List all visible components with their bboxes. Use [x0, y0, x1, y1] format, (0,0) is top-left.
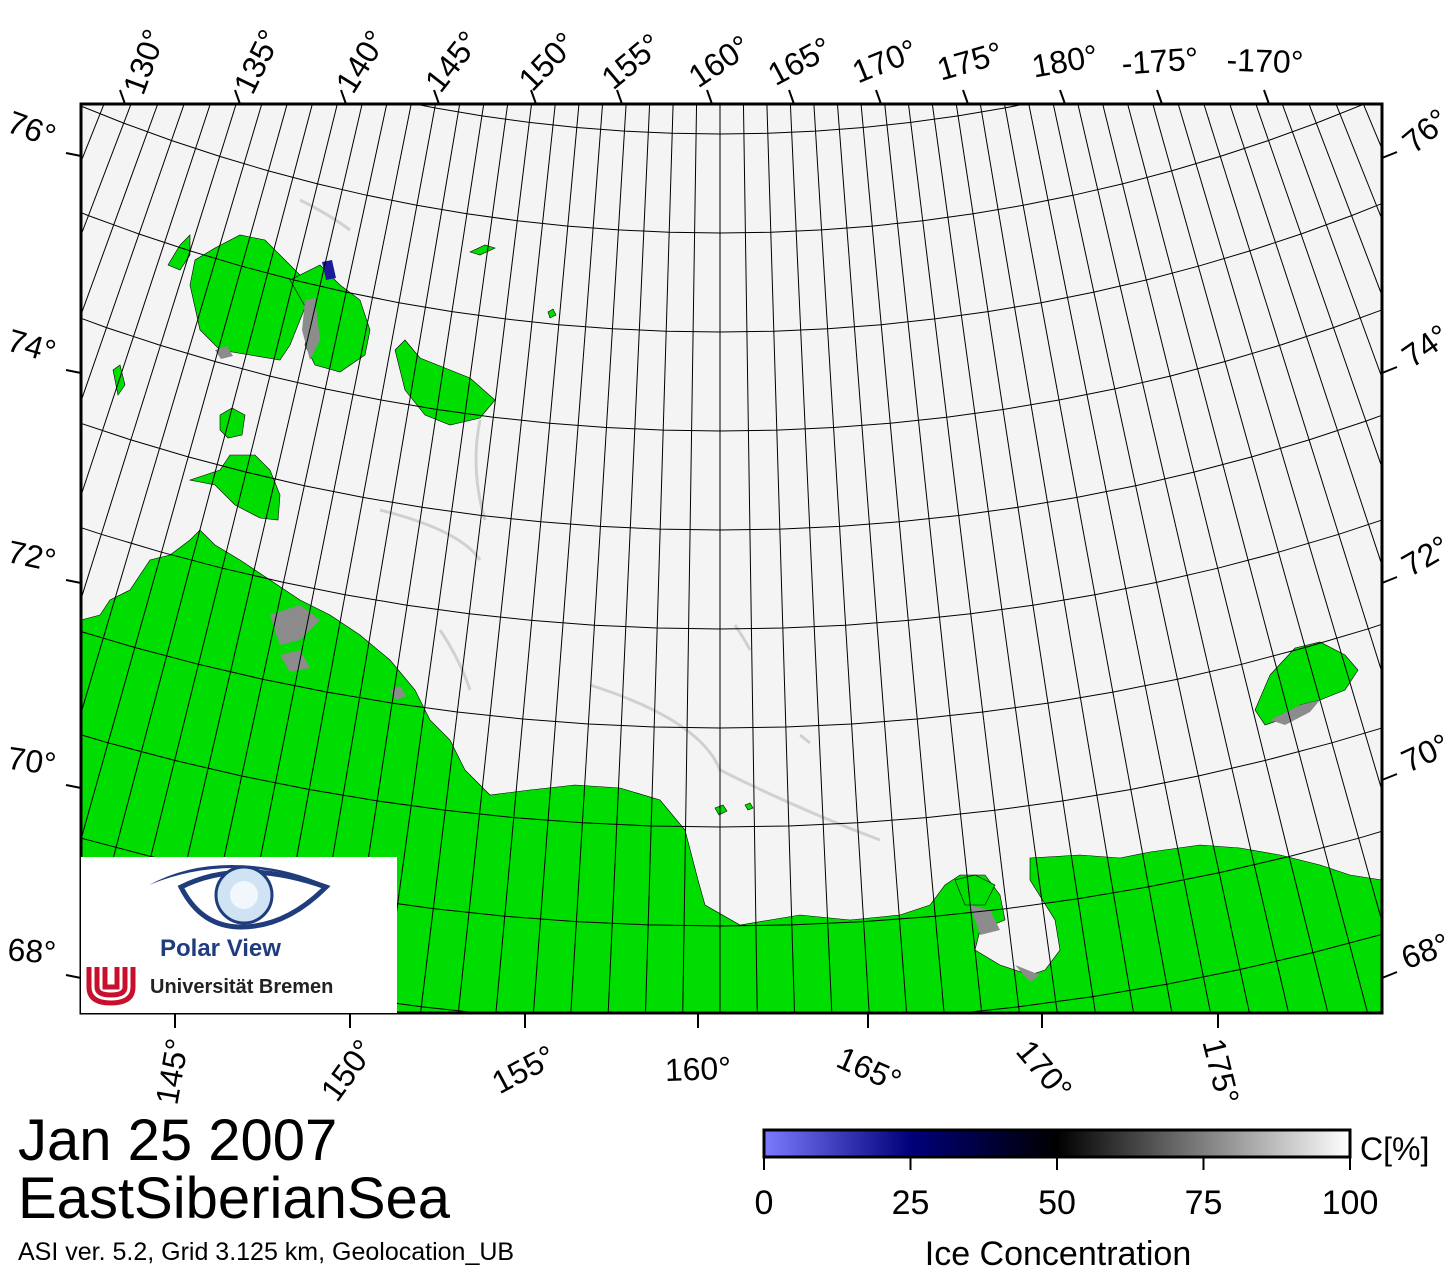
- colorbar-ticks: 0 25 50 75 100: [755, 1157, 1379, 1222]
- colorbar-tick-label: 25: [892, 1184, 930, 1222]
- lon-label-bottom: 145°: [149, 1036, 196, 1107]
- right-latitude-labels: 76° 74° 72° 70° 68°: [1381, 101, 1456, 979]
- colorbar-tick-label: 100: [1322, 1184, 1379, 1222]
- parallel: [81, 414, 1382, 531]
- map-border: [79, 102, 1384, 1015]
- lon-label-top: 155°: [594, 26, 668, 96]
- footer-info: ASI ver. 5.2, Grid 3.125 km, Geolocation…: [18, 1238, 515, 1266]
- region-title: EastSiberianSea: [18, 1166, 451, 1231]
- islet-2: [547, 308, 557, 319]
- lon-label-bottom: 170°: [1009, 1033, 1079, 1107]
- parallel: [81, 623, 1382, 729]
- parallel: [81, 519, 1382, 630]
- island-bolshoy-lyakhovsky: [188, 454, 281, 521]
- lon-label-top: 180°: [1029, 38, 1100, 85]
- parallel: [81, 727, 1382, 828]
- lon-label-top: 140°: [328, 24, 394, 99]
- lat-label-left: 74°: [4, 322, 60, 370]
- parallel: [81, 202, 1382, 333]
- parallel-lines: [0, 0, 1456, 1013]
- parallel: [81, 830, 1382, 927]
- eye-globe-icon: [86, 865, 331, 1006]
- parallel: [81, 104, 1366, 234]
- polar-view-logo: [81, 857, 397, 1013]
- island-ayon: [954, 874, 996, 906]
- top-longitude-labels: 130° 135° 140° 145° 150° 155° 160° 165° 170° 175°…: [116, 24, 1304, 105]
- mainland-siberia: [81, 529, 1382, 1013]
- land-masses: [81, 234, 1382, 1013]
- left-latitude-labels: 76° 74° 72° 70° 68°: [3, 104, 82, 979]
- meridian: [0, 0, 5, 750]
- lon-label-top: 165°: [762, 30, 837, 93]
- island-small-nw: [167, 234, 191, 271]
- colorbar-tick-label: 50: [1038, 1184, 1076, 1222]
- logo-institution: Universität Bremen: [150, 976, 334, 998]
- lat-label-right: 70°: [1396, 726, 1455, 779]
- lon-label-top: 175°: [933, 35, 1007, 88]
- lon-label-top: 150°: [511, 25, 583, 98]
- date-title: Jan 25 2007: [18, 1108, 338, 1173]
- lon-label-top: 145°: [418, 24, 487, 98]
- lon-label-top: 170°: [847, 32, 922, 90]
- lon-label-bottom: 175°: [1195, 1035, 1246, 1108]
- colorbar-tick-label: 75: [1185, 1184, 1223, 1222]
- parallel: [412, 104, 1028, 135]
- lon-label-bottom: 160°: [664, 1050, 731, 1088]
- lon-label-top: 130°: [116, 24, 172, 99]
- lon-label-bottom: 155°: [486, 1038, 561, 1101]
- lon-label-top: 160°: [682, 28, 757, 95]
- lat-label-right: 72°: [1396, 528, 1456, 583]
- lon-label-bottom: 165°: [832, 1039, 907, 1099]
- parallel: [81, 309, 1382, 432]
- lat-label-left: 70°: [5, 740, 58, 782]
- islet-3: [744, 802, 754, 811]
- lat-label-right: 74°: [1395, 317, 1455, 374]
- colorbar: [762, 1128, 1352, 1159]
- parallel: [0, 0, 1456, 35]
- low-concentration-patch: [322, 260, 336, 280]
- lon-label-bottom: 150°: [314, 1033, 382, 1108]
- colorbar-tick-label: 0: [755, 1184, 774, 1222]
- lat-label-right: 68°: [1396, 926, 1454, 976]
- lat-label-left: 68°: [7, 931, 58, 970]
- bottom-longitude-labels: 145° 150° 155° 160° 165° 170° 175°: [149, 1013, 1246, 1108]
- lat-label-left: 76°: [3, 104, 61, 154]
- lat-label-left: 72°: [4, 533, 59, 578]
- lon-label-top: 135°: [226, 24, 287, 99]
- colorbar-title: Ice Concentration: [925, 1235, 1192, 1272]
- lon-label-top: -170°: [1226, 42, 1304, 81]
- island-bennett: [469, 244, 496, 256]
- logo-name: Polar View: [160, 935, 281, 962]
- colorbar-unit: C[%]: [1360, 1131, 1429, 1167]
- lat-label-right: 76°: [1396, 101, 1456, 160]
- lon-label-top: -175°: [1120, 40, 1199, 81]
